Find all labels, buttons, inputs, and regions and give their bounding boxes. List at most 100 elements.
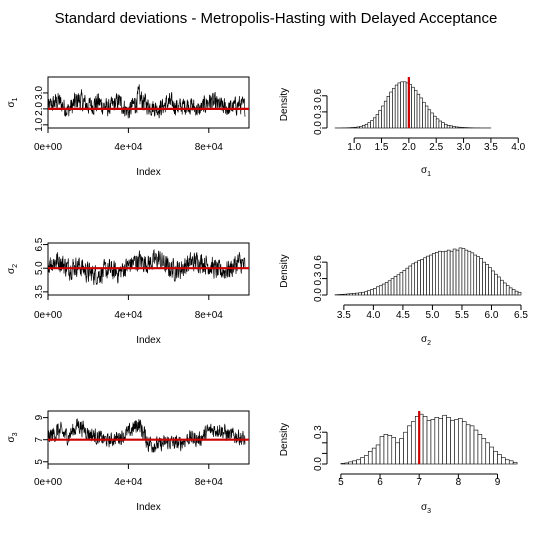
histogram-bar xyxy=(476,256,480,296)
x-tick-label: 4e+04 xyxy=(114,477,143,488)
histogram-bar xyxy=(443,250,448,296)
histogram-bar xyxy=(430,112,434,129)
y-tick-label: 3.0 xyxy=(34,86,45,100)
histogram-bar xyxy=(511,289,516,296)
histogram-bar xyxy=(378,109,382,129)
histogram-bar xyxy=(340,463,346,465)
histogram-bar xyxy=(430,419,436,465)
x-tick-label: 4.5 xyxy=(396,310,410,321)
trace-line xyxy=(47,418,246,453)
panel-hist-sigma1: 1.0 1.5 2.0 2.5 3.0 3.5 4.0 0.0 0.3 0.6 Density σ1 xyxy=(279,77,526,178)
y-tick-label: 7 xyxy=(34,436,45,442)
histogram-bar xyxy=(367,450,373,465)
histogram-bar xyxy=(364,291,368,296)
x-axis-label-subscript: 3 xyxy=(427,508,431,515)
histogram-bar xyxy=(485,442,490,465)
x-tick-label: 4.0 xyxy=(366,310,380,321)
y-tick-label: 0.3 xyxy=(313,271,324,285)
x-tick-label: 4.0 xyxy=(511,142,525,153)
histogram-bar xyxy=(432,253,436,296)
histogram-bar xyxy=(349,293,354,296)
histogram-bar xyxy=(465,424,471,465)
histogram-bar xyxy=(517,291,522,296)
x-tick-label: 2.5 xyxy=(429,142,443,153)
x-tick-label: 3.5 xyxy=(337,310,351,321)
histogram-bar xyxy=(501,457,506,465)
histogram-bar xyxy=(427,109,432,129)
histogram-bar xyxy=(460,127,464,129)
histogram-bar xyxy=(360,457,365,465)
histogram-bar xyxy=(370,289,374,296)
histogram-bar xyxy=(395,442,400,465)
histogram-bar xyxy=(358,292,362,296)
histogram-bar xyxy=(371,447,377,465)
y-axis-label-base: σ xyxy=(6,267,17,274)
histogram-bar xyxy=(479,258,483,296)
y-axis-label-base: σ xyxy=(6,101,17,108)
histogram-bar xyxy=(344,462,350,465)
histogram-bar xyxy=(379,436,385,465)
histogram-bar xyxy=(399,272,404,296)
histogram-bar xyxy=(352,293,356,296)
histogram-bar xyxy=(424,105,429,129)
histogram-bar xyxy=(497,454,502,465)
histogram-bar xyxy=(346,293,351,296)
histogram-bar xyxy=(386,96,391,129)
y-tick-label: 5.0 xyxy=(34,261,45,275)
panel-hist-sigma2: 3.5 4.0 4.5 5.0 5.5 6.0 6.5 0.0 0.3 0.6 Density σ2 xyxy=(279,247,528,347)
y-tick-label: 5 xyxy=(34,459,45,465)
histogram-bar xyxy=(512,462,518,465)
histogram-bar xyxy=(364,123,369,129)
x-tick-label: 3.0 xyxy=(457,142,471,153)
x-axis-label-subscript: 1 xyxy=(427,171,431,178)
histogram-bar xyxy=(414,261,418,296)
histogram-bar xyxy=(433,115,437,129)
histogram-bar xyxy=(403,81,407,129)
histogram-bar xyxy=(435,252,439,296)
histogram-bar xyxy=(376,286,380,296)
x-tick-label: 8 xyxy=(456,477,462,488)
x-tick-label: 0e+00 xyxy=(34,142,63,153)
x-tick-label: 5.5 xyxy=(455,310,469,321)
x-tick-label: 3.5 xyxy=(484,142,498,153)
histogram-bar xyxy=(505,459,510,465)
histogram-bar xyxy=(411,421,416,465)
histogram-bar xyxy=(375,114,380,129)
x-tick-label: 6.0 xyxy=(485,310,499,321)
histogram-bar xyxy=(343,293,348,296)
x-tick-label: 7 xyxy=(416,477,422,488)
histogram-bar xyxy=(372,117,377,129)
y-tick-label: 2.0 xyxy=(34,101,45,115)
histogram-bar xyxy=(411,263,416,296)
histogram-bar xyxy=(383,100,388,129)
x-tick-label: 0e+00 xyxy=(34,477,63,488)
histogram-bar xyxy=(489,446,494,465)
x-tick-label: 9 xyxy=(495,477,501,488)
plot-frame xyxy=(47,76,250,129)
histogram-bar xyxy=(420,259,424,296)
histogram-bar xyxy=(452,248,457,296)
trace-line xyxy=(47,249,246,286)
histogram-bar xyxy=(370,120,374,129)
histogram-bar xyxy=(340,294,345,296)
y-tick-label: 3.5 xyxy=(34,284,45,298)
histogram-bar xyxy=(426,255,430,296)
x-axis-label: Index xyxy=(136,502,160,513)
histogram-bar xyxy=(455,249,460,296)
panel-trace-sigma2: 0e+00 4e+04 8e+04 3.5 5.0 6.5 Index σ2 xyxy=(6,237,250,346)
histogram-bar xyxy=(491,270,495,296)
histogram-bar xyxy=(411,86,415,129)
histogram-bar xyxy=(508,460,514,465)
histogram-bar xyxy=(367,122,371,129)
y-tick-label: 6.5 xyxy=(34,237,45,251)
x-tick-label: 4e+04 xyxy=(114,142,143,153)
y-tick-label: 0.0 xyxy=(313,288,324,302)
histogram-bar xyxy=(508,287,513,296)
histogram-bar xyxy=(464,249,469,296)
x-axis-label-base: σ xyxy=(421,165,428,176)
histogram-bar xyxy=(402,270,407,296)
x-tick-label: 8e+04 xyxy=(195,477,224,488)
histogram-bar xyxy=(488,267,492,296)
histogram-bar xyxy=(396,274,401,296)
